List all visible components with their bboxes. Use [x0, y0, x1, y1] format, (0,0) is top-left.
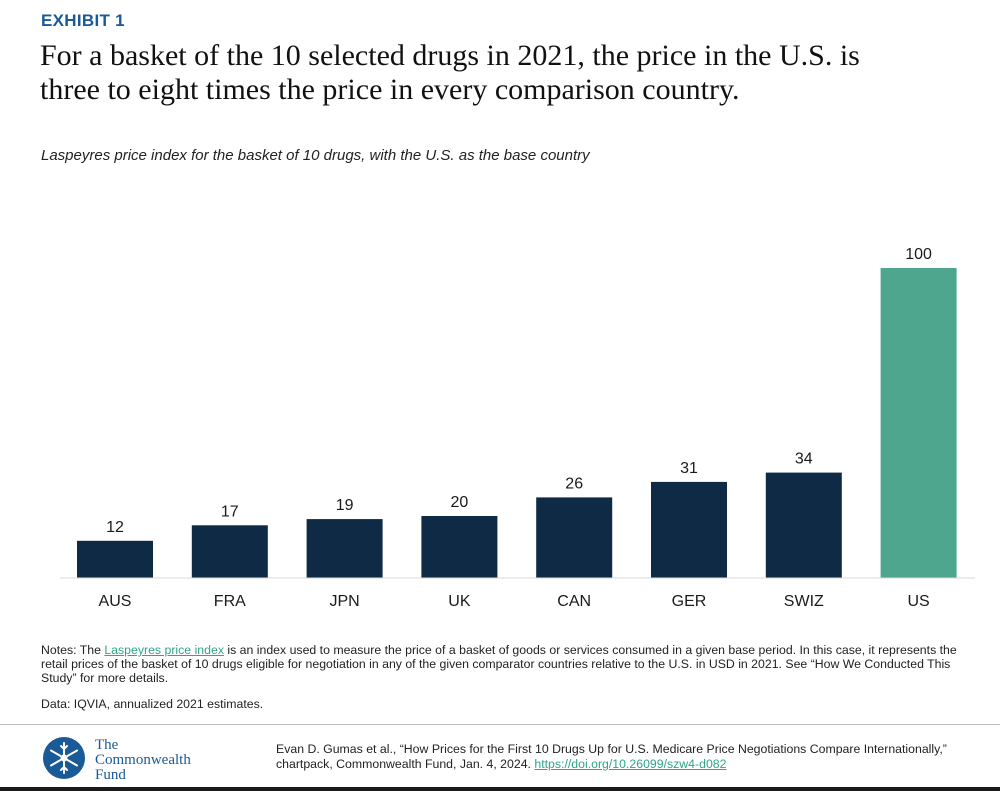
bottom-border [0, 787, 1000, 791]
logo-line-2: Commonwealth [95, 752, 191, 768]
value-label-swiz: 34 [795, 451, 813, 468]
exhibit-label: EXHIBIT 1 [41, 11, 125, 30]
bar-fra [191, 525, 268, 578]
citation-text: Evan D. Gumas et al., “How Prices for th… [276, 742, 947, 771]
chart-title-line-1: For a basket of the 10 selected drugs in… [40, 39, 860, 72]
value-label-ger: 31 [680, 460, 698, 477]
value-label-aus: 12 [106, 519, 124, 536]
notes-body: is an index used to measure the price of… [41, 643, 957, 685]
value-label-can: 26 [565, 475, 583, 492]
tick-label-us: US [907, 593, 929, 610]
tick-label-uk: UK [448, 593, 471, 610]
tick-label-fra: FRA [214, 593, 246, 610]
bar-ger [651, 481, 727, 578]
bar-chart: 12 17 19 20 26 31 34 100 AUS FRA JPN UK CAN GER SWIZ U… [60, 246, 975, 610]
tick-labels-group: AUS FRA JPN UK CAN GER SWIZ US [99, 593, 930, 610]
chart-subtitle: Laspeyres price index for the basket of … [41, 147, 590, 164]
chart-title-line-2: three to eight times the price in every … [40, 73, 740, 106]
tick-label-swiz: SWIZ [784, 593, 824, 610]
citation: Evan D. Gumas et al., “How Prices for th… [276, 742, 976, 772]
value-label-us: 100 [905, 246, 932, 263]
notes: Notes: The Laspeyres price index is an i… [41, 643, 971, 685]
bar-can [536, 497, 613, 578]
bar-aus [77, 540, 153, 578]
logo-wordmark: The Commonwealth Fund [95, 738, 191, 783]
logo-line-3: Fund [95, 767, 126, 783]
bar-uk [421, 516, 498, 578]
logo-line-1: The [95, 737, 119, 753]
tick-label-ger: GER [672, 593, 707, 610]
notes-prefix: Notes: The [41, 643, 105, 657]
data-source: Data: IQVIA, annualized 2021 estimates. [41, 697, 264, 711]
chart-title: For a basket of the 10 selected drugs in… [40, 39, 980, 107]
tick-label-can: CAN [557, 593, 591, 610]
commonwealth-fund-logo-icon [43, 737, 85, 779]
footer-divider [0, 724, 1000, 725]
value-label-jpn: 19 [336, 497, 354, 514]
value-label-uk: 20 [451, 494, 469, 511]
tick-label-aus: AUS [99, 593, 132, 610]
bars-group [77, 268, 957, 578]
value-label-fra: 17 [221, 503, 239, 520]
doi-link[interactable]: https://doi.org/10.26099/szw4-d082 [534, 757, 727, 771]
tick-label-jpn: JPN [329, 593, 359, 610]
bar-us [880, 268, 957, 578]
value-labels-group: 12 17 19 20 26 31 34 100 [106, 246, 932, 536]
bar-swiz [765, 472, 842, 578]
laspeyres-link[interactable]: Laspeyres price index [104, 643, 224, 657]
bar-jpn [306, 519, 383, 578]
